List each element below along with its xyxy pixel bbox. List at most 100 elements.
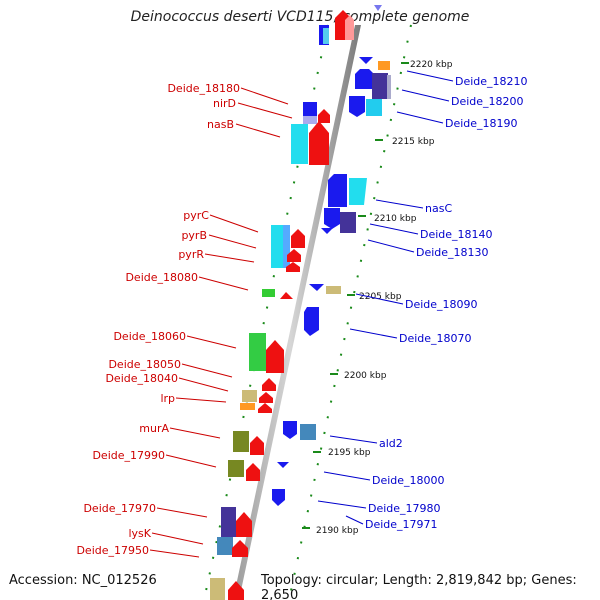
gene-arrow — [304, 307, 319, 336]
gene-arrow — [272, 489, 285, 506]
gene-arrow — [283, 421, 297, 439]
leader-line — [208, 234, 257, 249]
gene-arrow — [250, 436, 264, 455]
right-dotted-guide — [288, 24, 412, 600]
gene-arrow — [345, 15, 354, 40]
gene-arrow — [374, 5, 382, 11]
gene-block — [221, 507, 236, 537]
leader-line — [237, 102, 293, 119]
leader-line — [186, 335, 237, 349]
leader-line — [235, 123, 281, 138]
kbp-label: 2205 kbp — [359, 292, 402, 302]
gene-block — [303, 102, 317, 116]
gene-block — [378, 61, 390, 70]
gene-label: Deide_17990 — [92, 449, 165, 462]
leader-line — [165, 454, 217, 468]
kbp-label: 2190 kbp — [316, 526, 359, 536]
gene-arrow — [349, 96, 365, 117]
leader-line — [317, 500, 367, 509]
gene-block — [210, 578, 225, 600]
gene-block — [366, 99, 382, 116]
gene-block — [372, 73, 388, 99]
gene-label: Deide_17971 — [365, 518, 438, 531]
gene-label: pyrB — [181, 229, 207, 242]
gene-label: Deide_18200 — [451, 95, 524, 108]
gene-label: Deide_17980 — [368, 502, 441, 515]
gene-arrow — [309, 121, 329, 165]
gene-arrow — [324, 208, 340, 229]
gene-label: Deide_18140 — [420, 228, 493, 241]
gene-label: lrp — [160, 392, 175, 405]
gene-label: pyrC — [183, 209, 209, 222]
gene-block — [283, 225, 290, 268]
gene-block — [228, 460, 244, 477]
leader-line — [175, 397, 227, 403]
gene-block — [291, 124, 308, 164]
map-title: Deinococcus deserti VCD115, complete gen… — [130, 9, 470, 25]
leader-line — [323, 471, 371, 481]
gene-label: Deide_18050 — [108, 358, 181, 371]
gene-label: Deide_17970 — [83, 502, 156, 515]
gene-label: Deide_18070 — [399, 332, 472, 345]
kbp-label-group: 2220 kbp 2215 kbp 2210 kbp 2205 kbp 2200… — [316, 60, 453, 536]
gene-arrow — [291, 229, 305, 248]
gene-label: lysK — [128, 527, 151, 540]
gene-label: nasC — [425, 202, 452, 215]
gene-arrow — [266, 340, 284, 373]
topology-text: Topology: circular; Length: 2,819,842 bp… — [261, 573, 577, 600]
gene-arrow — [259, 392, 273, 403]
gene-label: Deide_18040 — [105, 372, 178, 385]
left-leader-lines — [149, 87, 293, 558]
kbp-label: 2195 kbp — [328, 448, 371, 458]
gene-arrow — [258, 403, 272, 413]
right-gene-labels: Deide_18210 Deide_18200 Deide_18190 nasC… — [365, 75, 528, 531]
leader-line — [396, 111, 444, 124]
gene-block — [303, 116, 317, 124]
gene-arrow — [359, 57, 373, 64]
right-leader-lines — [317, 70, 454, 525]
gene-arrow — [321, 228, 333, 234]
gene-arrow — [277, 462, 289, 468]
kbp-label: 2200 kbp — [344, 371, 387, 381]
leader-line — [369, 223, 419, 235]
gene-block — [323, 28, 329, 44]
gene-label: Deide_18000 — [372, 474, 445, 487]
gene-arrow — [355, 69, 374, 89]
kbp-ticks — [302, 62, 409, 529]
gene-block — [349, 178, 367, 205]
leader-line — [149, 549, 200, 558]
kbp-label: 2220 kbp — [410, 60, 453, 70]
left-gene-labels: Deide_18180 nirD nasB pyrC pyrB pyrR Dei… — [76, 82, 240, 557]
leader-line — [181, 363, 233, 378]
leader-line — [198, 276, 249, 291]
gene-arrow — [280, 292, 293, 299]
gene-label: murA — [139, 422, 169, 435]
leader-line — [151, 532, 204, 545]
gene-arrow — [228, 581, 244, 600]
gene-label: Deide_18180 — [167, 82, 240, 95]
leader-line — [375, 199, 424, 209]
gene-label: Deide_18210 — [455, 75, 528, 88]
right-strand-genes — [272, 5, 391, 506]
gene-block — [262, 289, 275, 297]
gene-label: Deide_18130 — [416, 246, 489, 259]
gene-label: nasB — [207, 118, 234, 131]
gene-arrow — [246, 463, 260, 481]
kbp-label: 2215 kbp — [392, 137, 435, 147]
gene-block — [249, 333, 266, 371]
gene-block — [300, 424, 316, 440]
leader-line — [178, 377, 229, 392]
leader-line — [367, 239, 415, 253]
gene-block — [233, 431, 249, 452]
gene-block — [340, 212, 356, 233]
gene-arrow — [309, 284, 324, 291]
gene-arrow — [232, 540, 248, 557]
leader-line — [345, 515, 364, 525]
gene-block — [242, 390, 257, 402]
gene-arrow — [318, 109, 330, 123]
gene-block — [217, 537, 233, 555]
gene-label: Deide_18080 — [125, 271, 198, 284]
leader-line — [240, 87, 289, 105]
